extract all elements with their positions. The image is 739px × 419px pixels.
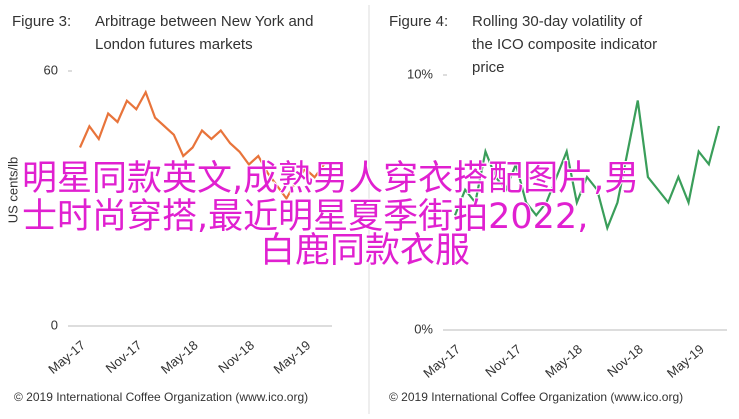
source-note: © 2019 International Coffee Organization… — [389, 390, 683, 404]
y-tick-label: 0% — [414, 321, 433, 336]
y-axis-label: US cents/lb — [5, 157, 20, 223]
chart-title: Rolling 30-day volatility of the ICO comp… — [472, 13, 657, 76]
data-line — [453, 100, 721, 232]
overlay-text: 明星同款英文,成熟男人穿衣搭配图片,男 — [22, 159, 639, 199]
overlay-text: 士时尚穿搭,最近明星夏季街拍2022, — [22, 197, 588, 237]
y-tick-label: 60 — [44, 62, 58, 77]
source-note: © 2019 International Coffee Organization… — [14, 390, 308, 404]
chart-title: Arbitrage between New York and London fut… — [95, 13, 313, 53]
data-line — [78, 89, 325, 201]
y-tick-label: 10% — [407, 66, 433, 81]
y-tick-label: 0 — [51, 317, 58, 332]
figure-label: Figure 4: — [389, 13, 448, 30]
figure-label: Figure 3: — [12, 13, 71, 30]
overlay-text: 白鹿同款衣服 — [260, 231, 470, 271]
